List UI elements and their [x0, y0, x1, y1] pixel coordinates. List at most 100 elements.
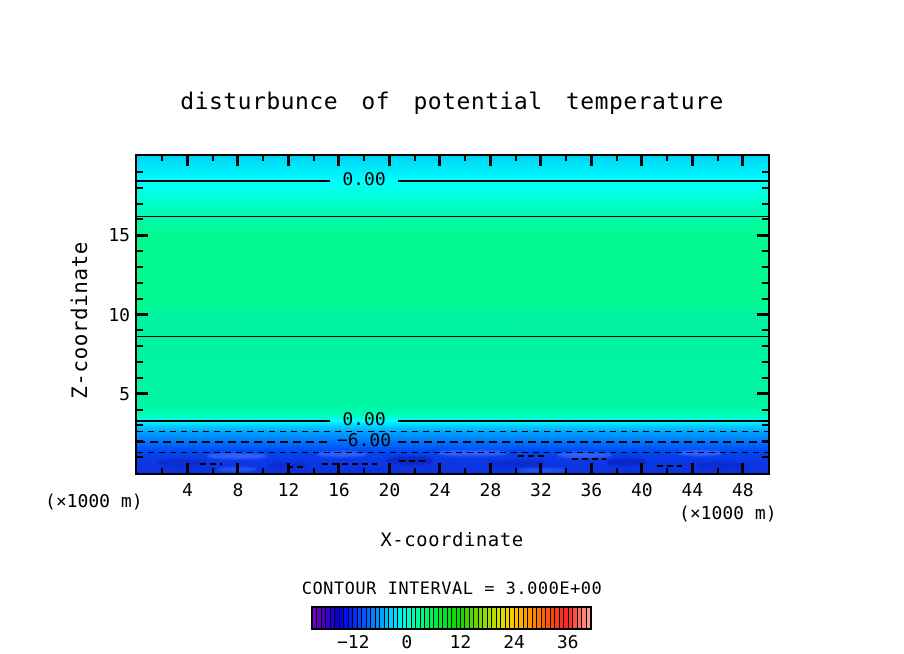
- x-tick-mark: [514, 468, 517, 473]
- colorbar-stripe: [559, 608, 565, 628]
- contour-fragment: [200, 463, 222, 465]
- colorbar-stripe: [469, 608, 475, 628]
- x-tick-mark: [413, 468, 416, 473]
- contour-line: [137, 430, 768, 433]
- x-tick-mark: [211, 468, 214, 473]
- y-tick-mark: [137, 313, 148, 316]
- y-tick-mark: [762, 186, 768, 189]
- contour-interval-label: CONTOUR INTERVAL = 3.000E+00: [301, 579, 603, 599]
- colorbar-stripe: [389, 608, 394, 628]
- x-tick-mark: [464, 156, 467, 161]
- colorbar-stripe: [505, 608, 511, 628]
- y-tick-mark: [137, 281, 143, 284]
- colorbar-stripe: [452, 608, 457, 628]
- colorbar-stripe: [393, 608, 399, 628]
- colorbar-stripe: [510, 608, 515, 628]
- x-tick-label: 24: [429, 480, 451, 501]
- colorbar-stripe: [532, 608, 538, 628]
- colorbar-stripe: [501, 608, 506, 628]
- colorbar-stripe: [416, 608, 421, 628]
- contour-fragment: [399, 460, 427, 462]
- y-tick-mark: [137, 408, 143, 411]
- x-tick-mark: [262, 156, 265, 161]
- x-tick-mark: [488, 463, 492, 473]
- contour-line: [137, 440, 330, 444]
- x-tick-mark: [236, 156, 240, 166]
- plot-fill: 0.00 0.00 −6.00: [137, 156, 768, 473]
- y-tick-mark: [757, 313, 768, 316]
- contour-line: [398, 420, 768, 422]
- x-tick-label: 20: [378, 480, 401, 501]
- y-tick-mark: [762, 265, 768, 268]
- contour-fragment: [518, 455, 548, 457]
- colorbar-stripe: [465, 608, 470, 628]
- colorbar-stripe: [546, 608, 551, 628]
- colorbar-stripe: [478, 608, 484, 628]
- y-tick-mark: [762, 424, 768, 427]
- x-tick-mark: [161, 156, 164, 161]
- colorbar-stripe: [438, 608, 444, 628]
- colorbar-stripe: [362, 608, 367, 628]
- x-tick-mark: [565, 156, 568, 161]
- colorbar-stripe: [330, 608, 336, 628]
- y-tick-mark: [757, 233, 768, 237]
- x-tick-mark: [312, 156, 315, 161]
- colorbar-stripe: [514, 608, 520, 628]
- colorbar-stripe: [344, 608, 349, 628]
- fill-patch: [557, 452, 612, 458]
- plot-area: 0.00 0.00 −6.00: [135, 154, 770, 475]
- colorbar-stripe: [541, 608, 547, 628]
- x-tick-mark: [615, 468, 618, 473]
- colorbar-tick-label: 12: [449, 632, 472, 653]
- colorbar: [311, 606, 592, 630]
- y-tick-mark: [137, 376, 143, 379]
- x-tick-mark: [438, 156, 442, 166]
- colorbar-stripe: [568, 608, 574, 628]
- x-tick-mark: [236, 463, 240, 473]
- x-tick-mark: [716, 468, 719, 473]
- colorbar-tick-label: 24: [503, 632, 525, 653]
- x-tick-mark: [438, 463, 442, 473]
- y-tick-mark: [762, 250, 768, 253]
- y-tick-mark: [137, 345, 143, 348]
- axis-unit-label-right: (×1000 m): [679, 503, 777, 524]
- colorbar-stripe: [420, 608, 426, 628]
- y-tick-mark: [137, 329, 143, 332]
- colorbar-stripe: [564, 608, 569, 628]
- contour-label: 0.00: [342, 409, 386, 430]
- colorbar-stripe: [483, 608, 488, 628]
- colorbar-stripe: [429, 608, 435, 628]
- x-tick-mark: [589, 463, 593, 473]
- fill-patch: [207, 453, 267, 459]
- y-tick-mark: [762, 361, 768, 364]
- colorbar-stripe: [519, 608, 524, 628]
- y-tick-mark: [137, 392, 148, 396]
- x-tick-mark: [387, 463, 391, 473]
- y-tick-mark: [762, 281, 768, 284]
- y-tick-mark: [137, 233, 148, 237]
- y-tick-label: 10: [108, 304, 130, 326]
- x-tick-mark: [615, 156, 618, 161]
- colorbar-stripe: [371, 608, 376, 628]
- x-tick-label: 8: [232, 480, 244, 501]
- colorbar-stripe: [443, 608, 448, 628]
- y-tick-mark: [762, 170, 768, 173]
- chart-title: disturbunce of potential temperature: [180, 89, 724, 115]
- x-tick-mark: [211, 156, 214, 161]
- y-tick-mark: [137, 297, 143, 300]
- colorbar-tick-label: 0: [401, 632, 413, 653]
- y-tick-mark: [762, 440, 768, 443]
- y-axis-title: Z-coordinate: [68, 241, 92, 399]
- colorbar-stripe: [348, 608, 354, 628]
- contour-label: −6.00: [336, 429, 392, 451]
- x-tick-mark: [589, 156, 593, 166]
- x-tick-mark: [262, 468, 265, 473]
- y-tick-mark: [137, 456, 143, 459]
- x-tick-mark: [690, 156, 694, 166]
- colorbar-stripe: [496, 608, 502, 628]
- colorbar-stripe: [523, 608, 529, 628]
- x-tick-mark: [640, 156, 644, 166]
- y-tick-mark: [762, 218, 768, 221]
- x-tick-label: 12: [277, 480, 300, 501]
- fill-patch: [607, 458, 647, 466]
